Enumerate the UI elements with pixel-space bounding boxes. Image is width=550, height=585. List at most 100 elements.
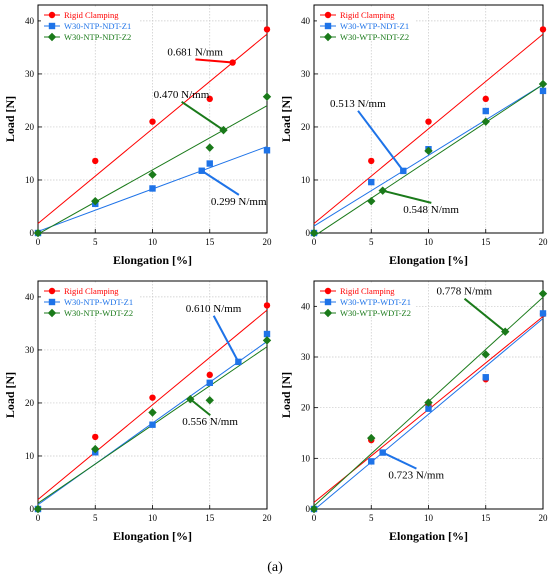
data-point xyxy=(149,421,156,428)
data-point xyxy=(539,310,547,317)
annotation-leader xyxy=(382,189,432,204)
legend-label: W30-WTP-NDT-Z1 xyxy=(340,21,409,31)
legend-marker xyxy=(324,22,332,30)
data-point xyxy=(424,398,433,407)
annotation-marker xyxy=(219,125,228,135)
y-tick-label: 40 xyxy=(25,292,35,302)
data-point xyxy=(482,95,489,103)
x-tick-label: 15 xyxy=(481,237,491,247)
y-tick-label: 30 xyxy=(25,345,35,355)
data-point xyxy=(206,95,213,103)
data-point xyxy=(367,433,376,443)
legend-marker xyxy=(47,32,57,42)
slope-annotation: 0.556 N/mm xyxy=(182,416,238,428)
data-point xyxy=(206,371,213,379)
slope-annotation: 0.548 N/mm xyxy=(403,204,459,216)
data-point xyxy=(538,289,548,298)
y-axis-label: Load [N] xyxy=(279,96,293,142)
y-tick-label: 0 xyxy=(306,228,311,238)
x-axis-label: Elongation [%] xyxy=(113,253,192,267)
y-tick-label: 20 xyxy=(301,403,311,413)
data-point xyxy=(425,118,432,125)
x-tick-label: 5 xyxy=(369,237,374,247)
fit-line xyxy=(313,84,544,227)
x-axis-label: Elongation [%] xyxy=(113,529,192,543)
legend-marker xyxy=(48,11,56,19)
annotation-leader xyxy=(212,315,240,363)
data-point xyxy=(263,147,271,154)
data-point xyxy=(149,185,156,192)
chart-panel-3: 0 5 10 15 20 0 10 20 30 40 Elongation [%] Load [N] 0… xyxy=(3,280,273,543)
y-tick-label: 10 xyxy=(25,175,35,185)
y-tick-label: 40 xyxy=(25,16,35,26)
legend-label: W30-WTP-NDT-Z2 xyxy=(340,32,409,42)
chart-panel-1: 0 5 10 15 20 0 10 20 30 40 Elongation [%] Load [N] 0… xyxy=(3,4,272,267)
x-tick-label: 15 xyxy=(205,237,215,247)
slope-annotation: 0.299 N/mm xyxy=(211,196,267,208)
legend-label: Rigid Clamping xyxy=(340,10,395,20)
y-tick-label: 40 xyxy=(301,301,311,311)
x-tick-label: 0 xyxy=(312,237,317,247)
data-point xyxy=(148,408,157,417)
slope-annotation: 0.610 N/mm xyxy=(186,303,242,315)
slope-annotation: 0.470 N/mm xyxy=(154,89,210,101)
data-point xyxy=(149,394,156,401)
data-point xyxy=(424,146,433,156)
legend-marker xyxy=(48,287,56,295)
x-tick-label: 0 xyxy=(312,513,317,523)
data-point xyxy=(425,405,432,412)
x-tick-label: 10 xyxy=(424,513,434,523)
x-tick-label: 20 xyxy=(539,513,549,523)
annotation-leader xyxy=(181,100,225,131)
legend: Rigid ClampingW30-NTP-NDT-Z1W30-NTP-NDT-… xyxy=(41,8,139,42)
x-tick-label: 15 xyxy=(481,513,491,523)
data-point xyxy=(91,196,100,206)
x-tick-label: 15 xyxy=(205,513,215,523)
annotation-leader xyxy=(382,451,417,470)
legend-label: Rigid Clamping xyxy=(64,10,119,20)
legend-box xyxy=(41,8,139,41)
annotation-marker xyxy=(400,167,407,175)
data-point xyxy=(482,107,489,115)
legend-box xyxy=(41,284,139,317)
x-tick-label: 20 xyxy=(263,513,273,523)
annotation-marker xyxy=(198,167,205,174)
data-point xyxy=(205,143,214,152)
data-point xyxy=(33,228,43,238)
data-point xyxy=(263,26,271,33)
legend: Rigid ClampingW30-WTP-WDT-Z1W30-WTP-WDT-… xyxy=(317,284,415,318)
x-tick-label: 0 xyxy=(36,513,41,523)
y-tick-label: 10 xyxy=(301,453,311,463)
y-tick-label: 10 xyxy=(25,451,35,461)
legend-label: W30-WTP-WDT-Z2 xyxy=(340,308,411,318)
slope-annotation: 0.778 N/mm xyxy=(437,286,493,298)
legend-marker xyxy=(48,22,56,30)
data-point xyxy=(91,444,100,454)
legend: Rigid ClampingW30-WTP-NDT-Z1W30-WTP-NDT-… xyxy=(317,8,415,42)
data-point xyxy=(482,374,489,381)
data-point xyxy=(206,160,213,167)
legend-marker xyxy=(48,298,56,306)
y-tick-label: 20 xyxy=(301,122,311,132)
legend-label: Rigid Clamping xyxy=(340,286,395,296)
chart-panel-4: 0 5 10 15 20 0 10 20 30 40 Elongation [%] Load [N] 0… xyxy=(279,280,549,543)
x-tick-label: 0 xyxy=(36,237,41,247)
data-point xyxy=(539,87,547,95)
slope-annotation: 0.723 N/mm xyxy=(388,470,444,482)
data-point xyxy=(368,178,375,186)
annotation-marker xyxy=(378,186,387,195)
annotation-marker xyxy=(235,358,242,366)
legend-marker xyxy=(323,308,333,318)
data-point xyxy=(309,504,319,514)
legend-marker xyxy=(324,298,332,306)
slope-annotation: 0.513 N/mm xyxy=(330,98,386,110)
y-tick-label: 20 xyxy=(25,398,35,408)
x-tick-label: 10 xyxy=(424,237,434,247)
annotation-leader xyxy=(463,297,506,333)
legend-label: W30-NTP-WDT-Z2 xyxy=(64,308,133,318)
fit-line xyxy=(313,33,544,224)
fit-line xyxy=(37,33,268,224)
annotation-marker xyxy=(501,327,510,336)
annotation-leader xyxy=(189,398,211,417)
y-tick-label: 30 xyxy=(301,69,311,79)
